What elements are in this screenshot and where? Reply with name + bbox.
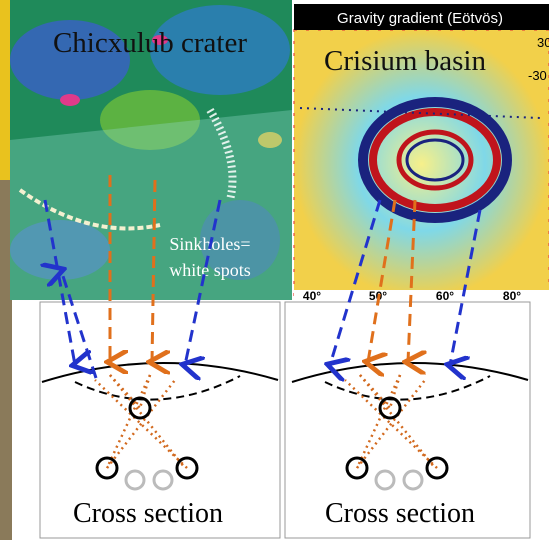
colorbar-title: Gravity gradient (Eötvös) [337,10,503,27]
caption: Cross section [73,498,223,529]
annotation: white spots [169,260,251,280]
edge-strip-top [0,0,12,180]
caption: Cross section [325,498,475,529]
cross-section-box [39,301,281,539]
panel-title: Crisium basin [324,45,486,77]
arrows [45,175,482,378]
longitude-label: 40° [303,289,321,303]
panel-title: Chicxulub crater [53,27,247,59]
longitude-label: 60° [436,289,454,303]
chicxulub-map [10,0,292,300]
crisium-map [293,29,549,300]
colorbar-tick: -30 [528,68,547,83]
colorbar-title-bg [294,4,549,30]
cross-section-box [284,301,531,539]
longitude-label: 80° [503,289,521,303]
colorbar-tick: 30 [537,35,549,50]
